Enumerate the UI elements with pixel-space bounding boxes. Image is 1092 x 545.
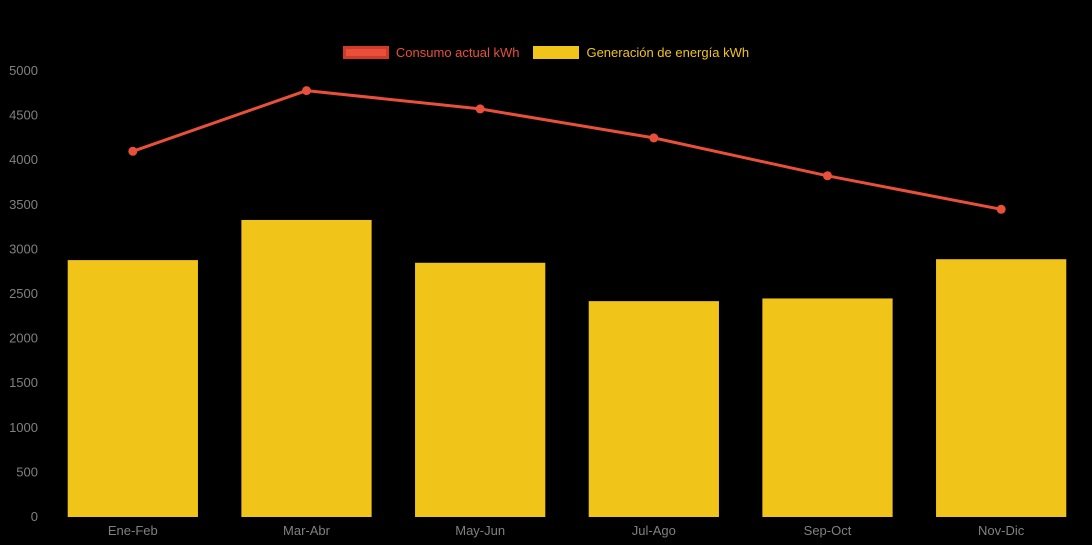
legend-item-generacion-energia[interactable]: Generación de energía kWh bbox=[533, 46, 749, 59]
x-axis-tick-label: Jul-Ago bbox=[632, 523, 676, 538]
line-point-mar-abr bbox=[302, 86, 311, 96]
bar-jul-ago bbox=[588, 301, 719, 517]
chart-legend: Consumo actual kWh Generación de energía… bbox=[0, 46, 1092, 59]
y-axis-tick-label: 3000 bbox=[9, 241, 38, 256]
y-axis-tick-label: 1000 bbox=[9, 420, 38, 435]
y-axis-tick-label: 2500 bbox=[9, 286, 38, 301]
y-axis-tick-label: 0 bbox=[31, 509, 38, 524]
legend-swatch-consumo-actual bbox=[342, 46, 389, 59]
y-axis-tick-label: 4000 bbox=[9, 152, 38, 167]
bar-ene-feb bbox=[67, 260, 198, 517]
line-point-ene-feb bbox=[128, 146, 138, 156]
bar-mar-abr bbox=[241, 219, 372, 518]
legend-label-generacion-energia: Generación de energía kWh bbox=[586, 45, 750, 60]
consumo-line bbox=[131, 89, 1003, 211]
x-axis-tick-label: Sep-Oct bbox=[804, 523, 852, 538]
x-axis-tick-label: Mar-Abr bbox=[283, 523, 331, 538]
y-axis-tick-label: 500 bbox=[16, 464, 38, 479]
bar-nov-dic bbox=[936, 259, 1067, 517]
x-axis-tick-label: Nov-Dic bbox=[978, 523, 1025, 538]
line-point-may-jun bbox=[475, 104, 485, 114]
line-point-sep-oct bbox=[823, 171, 832, 181]
bar-may-jun bbox=[415, 262, 546, 517]
y-axis-tick-label: 1500 bbox=[9, 375, 38, 390]
legend-swatch-generacion-energia bbox=[533, 46, 580, 59]
y-axis-tick-label: 5000 bbox=[9, 63, 38, 78]
y-axis-tick-label: 2000 bbox=[9, 331, 38, 346]
y-axis-tick-label: 4500 bbox=[9, 108, 38, 123]
line-point-nov-dic bbox=[996, 204, 1006, 214]
x-axis-tick-label: Ene-Feb bbox=[108, 523, 158, 538]
legend-label-consumo-actual: Consumo actual kWh bbox=[395, 45, 520, 60]
line-point-jul-ago bbox=[649, 133, 659, 143]
legend-item-consumo-actual[interactable]: Consumo actual kWh bbox=[342, 45, 520, 60]
x-axis-tick-label: May-Jun bbox=[455, 523, 505, 538]
bar-sep-oct bbox=[762, 298, 893, 517]
y-axis-tick-label: 3500 bbox=[9, 197, 38, 212]
